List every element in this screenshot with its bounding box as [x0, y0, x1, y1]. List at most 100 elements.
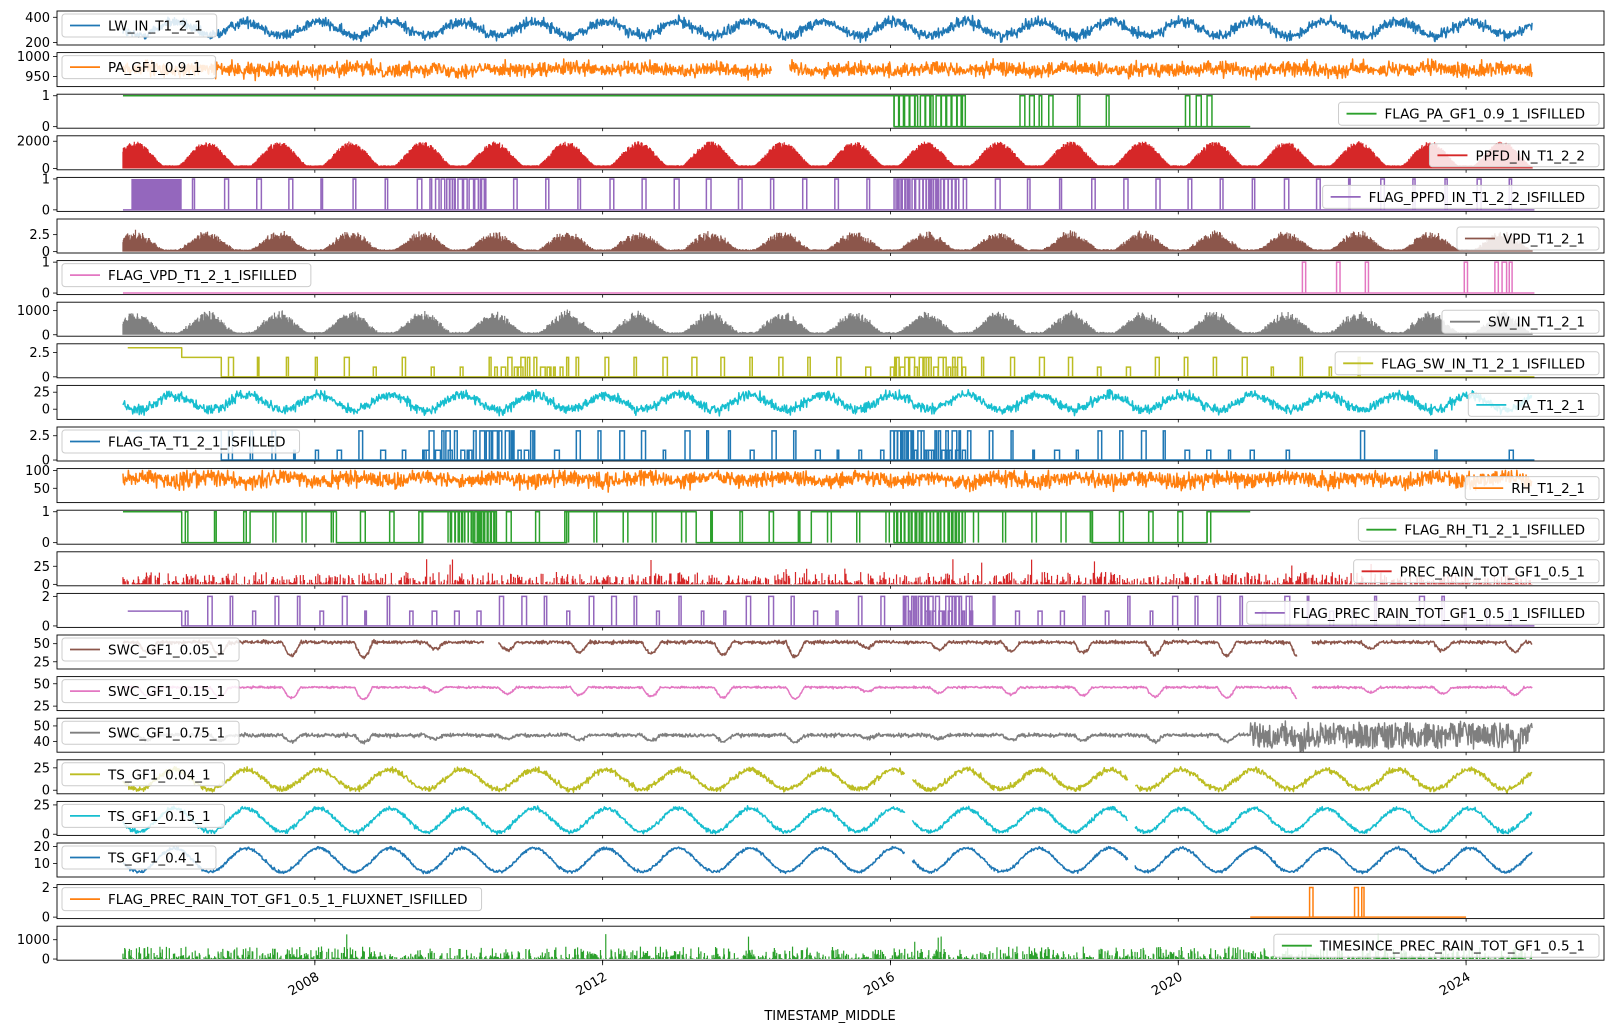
- legend-box: [1428, 143, 1600, 168]
- legend-box: [1322, 184, 1600, 209]
- legend-label: FLAG_VPD_T1_2_1_ISFILLED: [108, 268, 297, 284]
- flag-spikes: [227, 430, 1515, 461]
- y-tick-label: 400: [25, 11, 50, 26]
- panel: 950 1000 PA_GF1_0.9_1: [17, 50, 1605, 90]
- legend-label: FLAG_PA_GF1_0.9_1_ISFILLED: [1385, 107, 1585, 123]
- y-tick-label: 1: [42, 89, 50, 104]
- panel-plot-area: [122, 559, 1533, 585]
- panel-plot-area: [122, 638, 1533, 660]
- series-line: [127, 430, 1535, 461]
- legend: TA_T1_2_1: [1467, 392, 1600, 417]
- panel: 0 2000 PPFD_IN_T1_2_2: [17, 135, 1605, 177]
- y-tick-label: 25: [33, 798, 50, 813]
- panel: 25 50 SWC_GF1_0.05_1: [33, 634, 1605, 672]
- legend-box: [61, 429, 301, 454]
- series-line: [122, 388, 1533, 417]
- y-tick-label: 0: [42, 203, 50, 218]
- legend: FLAG_TA_T1_2_1_ISFILLED: [61, 429, 301, 454]
- flag-spikes: [1301, 261, 1513, 294]
- panel-frame: [56, 176, 1605, 212]
- x-tick-label: 2024: [1437, 970, 1473, 1000]
- legend-label: PPFD_IN_T1_2_2: [1475, 148, 1585, 164]
- series-line: [127, 346, 1535, 378]
- legend-label: SW_IN_T1_2_1: [1488, 315, 1585, 331]
- legend: TIMESINCE_PREC_RAIN_TOT_GF1_0.5_1: [1273, 933, 1600, 958]
- panel-plot-area: [1250, 886, 1467, 918]
- panel-frame: [56, 925, 1605, 961]
- y-tick-label: 25: [33, 655, 50, 670]
- legend-box: [61, 845, 217, 870]
- legend-label: TS_GF1_0.04_1: [107, 767, 211, 783]
- legend: VPD_T1_2_1: [1456, 226, 1600, 251]
- panel: 0 1000 SW_IN_T1_2_1: [17, 301, 1605, 343]
- y-tick-label: 1000: [17, 933, 50, 948]
- y-tick-label: 10: [33, 857, 50, 872]
- legend-label: FLAG_PREC_RAIN_TOT_GF1_0.5_1_FLUXNET_ISF…: [108, 892, 468, 908]
- panel-plot-area: [122, 765, 1533, 794]
- series-line: [122, 95, 1251, 128]
- panel-frame: [56, 592, 1605, 628]
- legend: SW_IN_T1_2_1: [1441, 309, 1600, 334]
- y-tick-label: 0: [42, 454, 50, 469]
- y-tick-label: 2.5: [29, 429, 50, 444]
- legend-box: [61, 637, 240, 662]
- panel-frame: [56, 93, 1605, 129]
- panel-frame: [56, 10, 1605, 46]
- panel-frame: [56, 260, 1605, 296]
- panel-frame: [56, 884, 1605, 920]
- y-tick-label: 0: [42, 953, 50, 968]
- legend-label: SWC_GF1_0.75_1: [108, 726, 225, 742]
- flag-spikes: [184, 595, 1513, 626]
- y-tick-label: 50: [33, 677, 50, 692]
- panel-frame: [56, 800, 1605, 836]
- legend-label: SWC_GF1_0.05_1: [108, 643, 225, 659]
- y-tick-label: 0: [42, 162, 50, 177]
- panel-plot-area: [122, 388, 1533, 417]
- legend-box: [1456, 226, 1600, 251]
- y-tick-label: 0: [42, 403, 50, 418]
- legend-label: FLAG_PPFD_IN_T1_2_2_ISFILLED: [1369, 190, 1585, 206]
- legend: SWC_GF1_0.15_1: [61, 679, 240, 704]
- panel: 50 100 RH_T1_2_1: [25, 464, 1605, 506]
- panel-plot-area: [122, 845, 1533, 875]
- legend-box: [1246, 600, 1600, 625]
- panel: 25 50 SWC_GF1_0.15_1: [33, 676, 1605, 715]
- panel-plot-area: [122, 57, 1533, 82]
- legend: LW_IN_T1_2_1: [61, 13, 218, 38]
- panel-frame: [56, 759, 1605, 795]
- legend-label: TIMESINCE_PREC_RAIN_TOT_GF1_0.5_1: [1319, 939, 1585, 955]
- panel-frame: [56, 468, 1605, 504]
- legend: TS_GF1_0.4_1: [61, 845, 217, 870]
- panel-plot-area: [122, 469, 1533, 493]
- panel-plot-area: [122, 309, 1533, 335]
- panel-frame: [56, 384, 1605, 420]
- legend-box: [61, 679, 240, 704]
- panel: 0 1 FLAG_VPD_T1_2_1_ISFILLED: [42, 256, 1605, 302]
- panel-plot-area: [122, 141, 1533, 169]
- panel: 0 25 TS_GF1_0.15_1: [33, 798, 1605, 843]
- panel-plot-area: [122, 95, 1251, 128]
- panel-plot-area: [122, 511, 1251, 544]
- y-tick-label: 1000: [17, 304, 50, 319]
- y-tick-label: 25: [33, 700, 50, 715]
- y-tick-label: 2000: [17, 135, 50, 150]
- x-tick-label: 2008: [286, 970, 322, 1000]
- panel-frame: [56, 717, 1605, 753]
- legend-box: [1338, 101, 1600, 126]
- panel-plot-area: [127, 595, 1535, 627]
- legend: PREC_RAIN_TOT_GF1_0.5_1: [1353, 559, 1600, 584]
- panel-plot-area: [122, 685, 1533, 701]
- series-line: [122, 559, 1533, 585]
- panel-frame: [56, 551, 1605, 587]
- legend-label: FLAG_TA_T1_2_1_ISFILLED: [108, 435, 286, 451]
- panel-plot-area: [127, 346, 1535, 378]
- legend-label: TS_GF1_0.15_1: [107, 809, 211, 825]
- legend-box: [1357, 517, 1600, 542]
- flag-spikes: [227, 356, 1361, 377]
- y-tick-label: 25: [33, 386, 50, 401]
- panel: 10 20 TS_GF1_0.4_1: [33, 840, 1605, 880]
- y-tick-label: 0: [42, 370, 50, 385]
- legend-label: RH_T1_2_1: [1511, 481, 1585, 497]
- panel: 0 2.5 VPD_T1_2_1: [29, 218, 1605, 260]
